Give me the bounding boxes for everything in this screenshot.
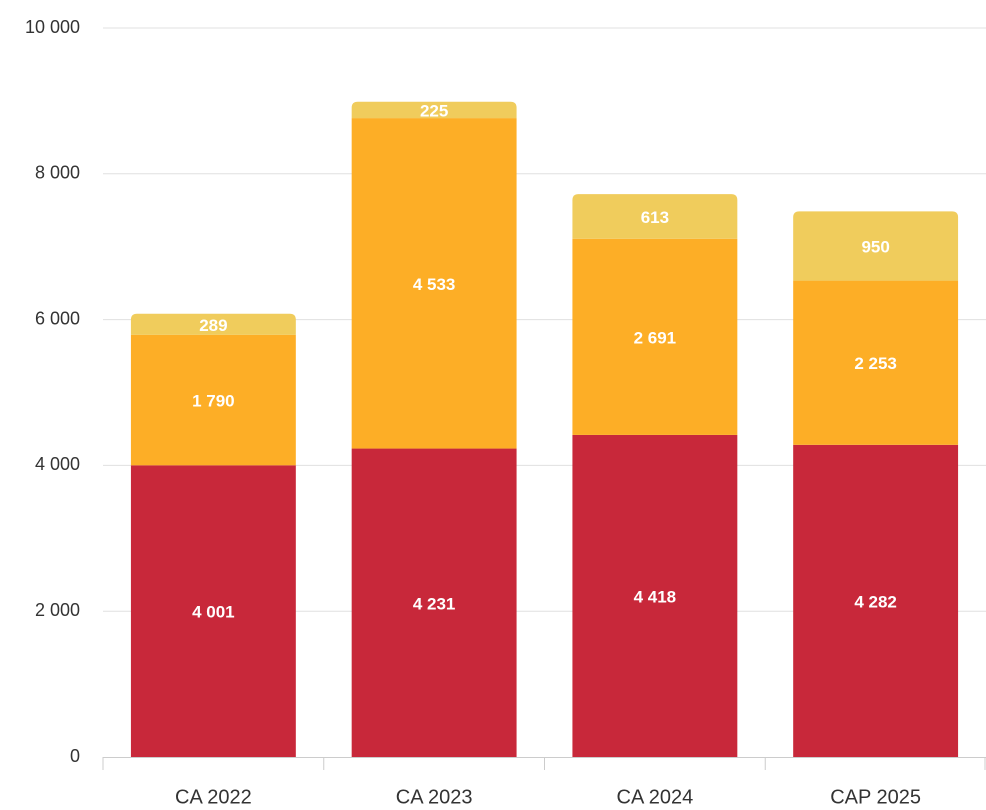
data-label: 613 bbox=[641, 208, 669, 227]
bar-segment bbox=[793, 280, 959, 445]
x-tick-label: CA 2022 bbox=[175, 786, 252, 808]
bar-segment bbox=[351, 448, 517, 757]
data-label: 4 533 bbox=[413, 275, 456, 294]
data-label: 225 bbox=[420, 101, 448, 120]
bar-segment bbox=[793, 444, 959, 757]
bar-segment bbox=[572, 238, 738, 435]
y-tick-label: 6 000 bbox=[35, 308, 80, 328]
data-label: 289 bbox=[199, 316, 227, 335]
bar-segment bbox=[572, 434, 738, 757]
data-label: 4 282 bbox=[854, 592, 897, 611]
y-tick-label: 8 000 bbox=[35, 163, 80, 183]
y-tick-label: 10 000 bbox=[25, 17, 80, 37]
data-label: 4 001 bbox=[192, 603, 235, 622]
y-tick-label: 4 000 bbox=[35, 454, 80, 474]
bar-segment bbox=[793, 211, 959, 281]
data-label: 2 691 bbox=[634, 328, 677, 347]
bar-segment bbox=[130, 313, 296, 335]
x-tick-label: CA 2024 bbox=[617, 786, 694, 808]
data-label: 2 253 bbox=[854, 354, 897, 373]
x-tick-label: CAP 2025 bbox=[830, 786, 921, 808]
x-tick-label: CA 2023 bbox=[396, 786, 473, 808]
data-label: 1 790 bbox=[192, 392, 235, 411]
y-tick-label: 0 bbox=[70, 746, 80, 766]
bar-segment bbox=[572, 194, 738, 239]
data-label: 4 418 bbox=[634, 587, 677, 606]
data-label: 4 231 bbox=[413, 594, 456, 613]
bar-segment bbox=[351, 101, 517, 119]
bar-segment bbox=[130, 334, 296, 466]
y-tick-label: 2 000 bbox=[35, 600, 80, 620]
data-label: 950 bbox=[861, 237, 889, 256]
bar-segment bbox=[130, 465, 296, 757]
bar-segment bbox=[351, 118, 517, 449]
